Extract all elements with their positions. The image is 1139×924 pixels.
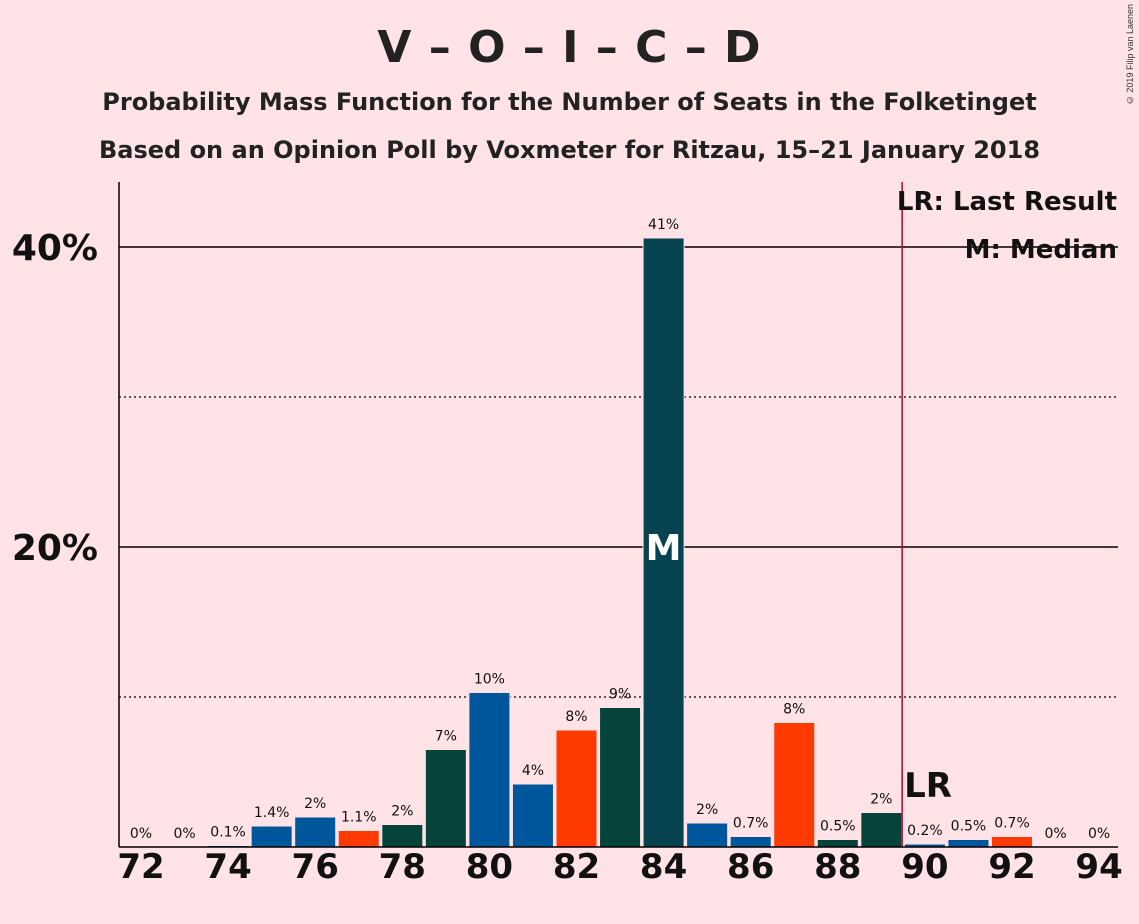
data-label-89: 2% <box>870 792 892 808</box>
legend-last-result: LR: Last Result <box>897 187 1117 217</box>
data-label-80: 10% <box>474 672 505 688</box>
x-tick-label: 72 <box>117 847 164 887</box>
bar-79 <box>424 749 467 848</box>
bar-86 <box>729 836 772 848</box>
chart-title: V – O – I – C – D <box>377 22 762 73</box>
bar-77 <box>337 830 380 848</box>
x-tick-label: 86 <box>727 847 774 887</box>
data-label-72: 0% <box>130 826 152 842</box>
x-tick-label: 94 <box>1075 847 1122 887</box>
y-tick-label: 20% <box>12 528 98 569</box>
data-label-92: 0.7% <box>994 816 1030 832</box>
data-label-85: 2% <box>696 802 718 818</box>
data-label-75: 1.4% <box>254 805 290 821</box>
x-tick-label: 74 <box>204 847 251 887</box>
bar-75 <box>250 825 293 848</box>
x-tick-label: 92 <box>988 847 1035 887</box>
data-label-76: 2% <box>304 796 326 812</box>
x-tick-label: 90 <box>901 847 948 887</box>
bar-78 <box>381 824 424 848</box>
data-label-78: 2% <box>391 804 413 820</box>
data-label-90: 0.2% <box>907 823 943 839</box>
last-result-marker: LR <box>904 766 952 806</box>
data-label-93: 0% <box>1044 826 1066 842</box>
data-label-81: 4% <box>522 763 544 779</box>
data-label-74: 0.1% <box>210 825 246 841</box>
bar-76 <box>294 816 337 848</box>
data-label-94: 0% <box>1088 826 1110 842</box>
chart-subtitle: Probability Mass Function for the Number… <box>102 88 1037 116</box>
x-tick-label: 78 <box>379 847 426 887</box>
bar-82 <box>555 729 598 848</box>
data-label-77: 1.1% <box>341 810 377 826</box>
x-tick-label: 84 <box>640 847 687 887</box>
x-tick-label: 82 <box>553 847 600 887</box>
bar-83 <box>599 707 642 848</box>
data-label-88: 0.5% <box>820 819 856 835</box>
bar-80 <box>468 692 511 848</box>
x-tick-label: 88 <box>814 847 861 887</box>
x-tick-label: 80 <box>466 847 513 887</box>
data-label-87: 8% <box>783 702 805 718</box>
legend-median: M: Median <box>965 235 1117 265</box>
bar-87 <box>773 722 816 848</box>
data-label-91: 0.5% <box>951 819 987 835</box>
chart-subtitle-2: Based on an Opinion Poll by Voxmeter for… <box>98 136 1041 164</box>
data-label-82: 8% <box>565 709 587 725</box>
y-tick-label: 40% <box>12 228 98 269</box>
data-label-83: 9% <box>609 687 631 703</box>
x-tick-label: 76 <box>292 847 339 887</box>
data-label-73: 0% <box>173 826 195 842</box>
bar-85 <box>686 822 729 848</box>
data-label-79: 7% <box>435 729 457 745</box>
bar-88 <box>816 839 859 848</box>
median-marker: M <box>646 528 682 569</box>
bar-89 <box>860 812 903 848</box>
bar-91 <box>947 839 990 848</box>
data-label-86: 0.7% <box>733 816 769 832</box>
bar-92 <box>991 836 1033 848</box>
bar-81 <box>511 783 554 848</box>
data-label-84: 41% <box>648 217 679 233</box>
